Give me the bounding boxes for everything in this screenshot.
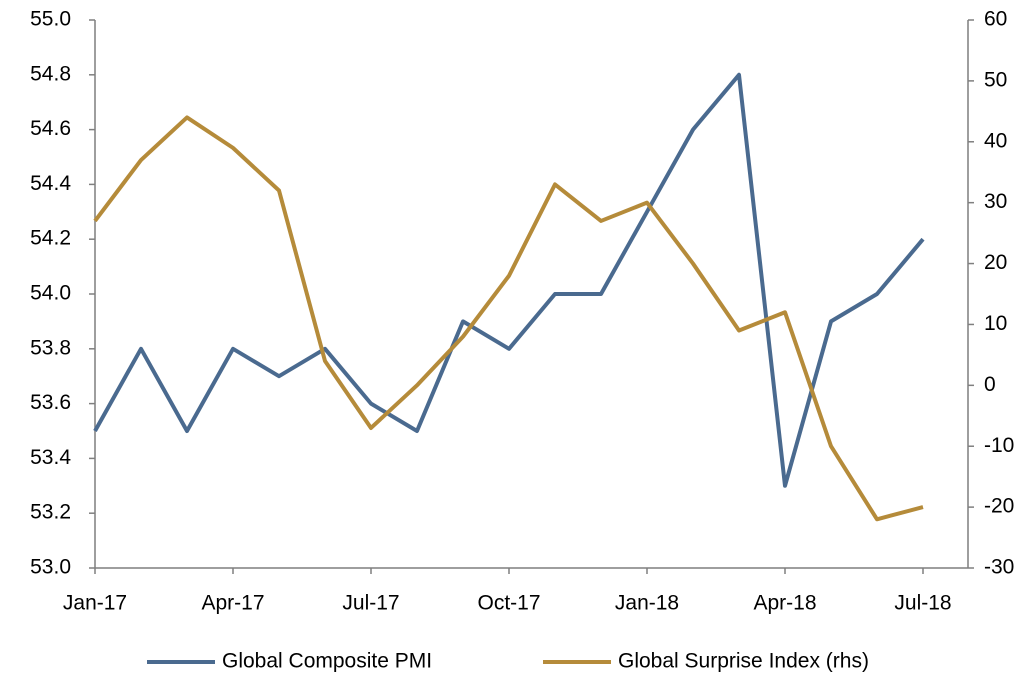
series-line — [93, 72, 925, 488]
y2-tick-label: 60 — [984, 8, 1007, 31]
x-tick-label: Apr-18 — [753, 592, 816, 615]
x-tick-label: Oct-17 — [477, 592, 540, 615]
y2-tick-label: 0 — [984, 373, 996, 396]
x-tick-label: Apr-17 — [201, 592, 264, 615]
y-tick-label: 54.4 — [30, 172, 71, 195]
y2-tick-label: 40 — [984, 129, 1007, 152]
legend-label: Global Surprise Index (rhs) — [618, 650, 869, 673]
y-tick-label: 53.8 — [30, 336, 71, 359]
y-tick-label: 54.0 — [30, 282, 71, 305]
x-tick-label: Jul-17 — [342, 592, 399, 615]
y-tick-label: 54.8 — [30, 62, 71, 85]
y2-tick-label: 10 — [984, 312, 1007, 335]
y2-tick-label: -30 — [984, 556, 1014, 579]
y2-tick-label: 50 — [984, 68, 1007, 91]
y-tick-label: 53.0 — [30, 556, 71, 579]
x-tick-label: Jan-18 — [615, 592, 679, 615]
y-tick-label: 54.6 — [30, 117, 71, 140]
x-tick-label: Jul-18 — [894, 592, 951, 615]
y-tick-label: 53.2 — [30, 501, 71, 524]
y2-tick-label: -10 — [984, 434, 1014, 457]
legend-label: Global Composite PMI — [222, 650, 432, 673]
y-tick-label: 53.6 — [30, 391, 71, 414]
x-tick-label: Jan-17 — [63, 592, 127, 615]
y-tick-label: 55.0 — [30, 8, 71, 31]
y2-tick-label: 30 — [984, 190, 1007, 213]
y2-tick-label: -20 — [984, 495, 1014, 518]
y2-tick-label: 20 — [984, 251, 1007, 274]
series-line — [93, 115, 924, 522]
y-tick-label: 54.2 — [30, 227, 71, 250]
y-tick-label: 53.4 — [30, 446, 71, 469]
